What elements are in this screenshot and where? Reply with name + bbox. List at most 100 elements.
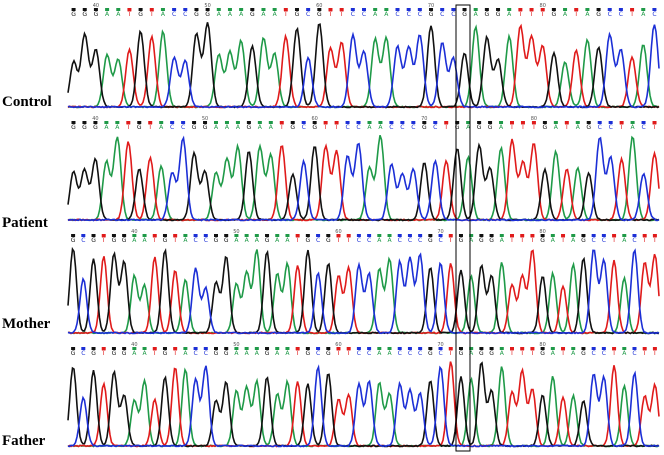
base-call: G	[71, 11, 76, 18]
quality-square	[641, 121, 646, 124]
quality-square	[550, 347, 555, 350]
position-number: 50	[233, 342, 239, 348]
base-call: G	[290, 124, 295, 131]
quality-square	[224, 234, 229, 237]
quality-square	[254, 234, 259, 237]
position-number: 40	[92, 116, 98, 122]
base-call: C	[632, 237, 636, 244]
base-call: T	[152, 350, 157, 357]
quality-square	[642, 347, 647, 350]
quality-square	[574, 8, 579, 11]
base-call: T	[611, 237, 616, 244]
base-call: G	[112, 237, 117, 244]
base-call: T	[560, 237, 565, 244]
quality-square	[346, 347, 351, 350]
base-call: C	[592, 237, 596, 244]
quality-square	[529, 8, 534, 11]
quality-square	[608, 121, 613, 124]
base-call: G	[306, 350, 311, 357]
quality-square	[520, 347, 525, 350]
base-call: C	[451, 11, 455, 18]
base-call: T	[509, 350, 514, 357]
base-call: A	[142, 350, 147, 357]
quality-square	[275, 347, 280, 350]
base-call: A	[285, 350, 290, 357]
base-call: G	[489, 237, 494, 244]
quality-square	[116, 8, 121, 11]
quality-square	[581, 234, 586, 237]
quality-square	[246, 121, 251, 124]
base-call: G	[91, 237, 96, 244]
base-call: A	[641, 11, 646, 18]
quality-square	[234, 234, 239, 237]
base-call: T	[101, 237, 106, 244]
base-call: G	[214, 350, 219, 357]
base-call: A	[571, 350, 576, 357]
quality-square	[542, 121, 547, 124]
base-call: A	[161, 11, 166, 18]
base-call: C	[408, 350, 412, 357]
quality-square	[326, 347, 331, 350]
base-call: T	[619, 124, 624, 131]
base-call: C	[389, 124, 393, 131]
base-call: G	[194, 11, 199, 18]
base-call: G	[224, 237, 229, 244]
quality-square	[586, 121, 591, 124]
base-call: T	[328, 11, 333, 18]
base-call: T	[172, 350, 177, 357]
base-call: T	[519, 350, 524, 357]
base-call: G	[247, 124, 252, 131]
quality-square	[192, 121, 197, 124]
quality-square	[440, 8, 445, 11]
quality-square	[316, 234, 321, 237]
quality-square	[239, 8, 244, 11]
base-call: A	[275, 237, 280, 244]
quality-square	[132, 234, 137, 237]
base-call: A	[239, 11, 244, 18]
track-label: Patient	[2, 215, 48, 231]
base-call: C	[598, 124, 602, 131]
quality-square	[444, 121, 449, 124]
position-number: 70	[428, 3, 434, 9]
quality-square	[417, 8, 422, 11]
quality-square	[618, 8, 623, 11]
quality-square	[429, 8, 434, 11]
position-number: 60	[316, 3, 322, 9]
quality-square	[122, 234, 127, 237]
quality-square	[561, 347, 566, 350]
base-call: A	[115, 124, 120, 131]
quality-square	[81, 347, 86, 350]
quality-square	[530, 234, 535, 237]
quality-square	[312, 121, 317, 124]
base-call: T	[564, 124, 569, 131]
base-call: T	[509, 124, 514, 131]
base-call: G	[91, 350, 96, 357]
quality-square	[438, 347, 443, 350]
base-call: C	[351, 11, 355, 18]
base-call: C	[608, 11, 612, 18]
quality-square	[411, 121, 416, 124]
quality-square	[323, 121, 328, 124]
quality-square	[397, 347, 402, 350]
base-call: A	[236, 124, 241, 131]
base-call: A	[469, 350, 474, 357]
quality-square	[612, 234, 617, 237]
base-call: A	[551, 350, 556, 357]
quality-square	[160, 8, 165, 11]
base-call: C	[400, 124, 404, 131]
quality-square	[377, 347, 382, 350]
base-call: T	[652, 350, 657, 357]
base-call: C	[302, 124, 306, 131]
quality-square	[339, 8, 344, 11]
quality-square	[181, 121, 186, 124]
quality-square	[585, 8, 590, 11]
position-number: 40	[131, 342, 137, 348]
base-call: C	[602, 237, 606, 244]
position-number: 50	[204, 3, 210, 9]
quality-square	[630, 121, 635, 124]
quality-square	[203, 121, 208, 124]
base-call: A	[571, 237, 576, 244]
quality-square	[632, 347, 637, 350]
base-call: C	[433, 124, 437, 131]
position-number: 70	[437, 229, 443, 235]
